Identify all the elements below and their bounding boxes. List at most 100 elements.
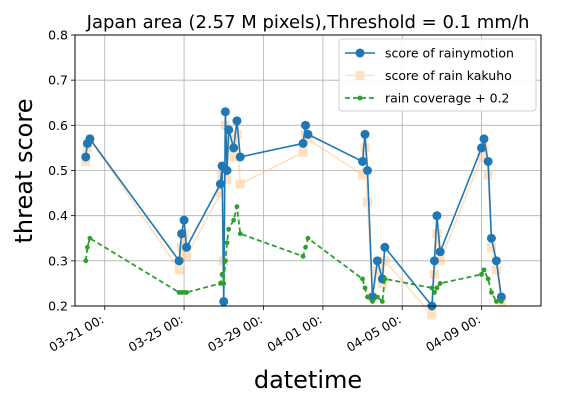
data-point — [303, 134, 313, 144]
data-point — [375, 294, 380, 300]
data-point — [382, 276, 388, 282]
data-point — [486, 233, 496, 243]
data-point — [303, 244, 308, 250]
y-tick-label: 0.6 — [48, 118, 68, 133]
data-point — [362, 166, 372, 175]
y-tick-label: 0.8 — [48, 28, 68, 43]
data-point — [220, 107, 230, 117]
data-point — [179, 215, 189, 225]
y-axis-ticks: 0.2 0.3 0.4 0.5 0.6 0.7 0.8 — [48, 28, 75, 314]
data-point — [174, 265, 184, 275]
data-point — [481, 267, 487, 273]
data-point — [83, 258, 89, 264]
data-point — [177, 242, 187, 252]
y-tick-label: 0.5 — [48, 163, 68, 178]
data-point — [477, 152, 487, 162]
legend-swatch — [345, 95, 375, 101]
data-point — [362, 197, 372, 207]
data-point — [358, 156, 368, 166]
legend-swatch-marker — [357, 95, 363, 101]
series-layer — [81, 107, 506, 320]
y-tick-label: 0.7 — [48, 73, 68, 88]
data-point — [372, 256, 382, 266]
data-point — [432, 211, 442, 221]
data-point — [485, 276, 491, 282]
data-point — [372, 265, 382, 275]
data-point — [229, 152, 239, 162]
data-point — [235, 179, 245, 189]
data-point — [234, 204, 240, 210]
data-point — [215, 188, 225, 198]
x-axis-ticks: 03-21 00: 03-25 00: 03-29 00: 04-01 00: 04-0… — [46, 306, 483, 355]
data-point — [434, 285, 440, 291]
legend-label: score of rain kakuho — [385, 68, 512, 83]
chart-title: Japan area (2.57 M pixels),Threshold = 0… — [86, 12, 530, 33]
series-line — [84, 206, 502, 304]
data-point — [177, 229, 187, 239]
legend: score of rainymotion score of rain kakuho… — [338, 38, 537, 112]
data-point — [432, 229, 442, 239]
data-point — [435, 256, 445, 266]
legend-label: rain coverage + 0.2 — [385, 91, 510, 106]
data-point — [231, 217, 237, 223]
data-point — [232, 129, 242, 139]
data-point — [81, 152, 91, 162]
data-point — [305, 235, 311, 241]
data-point — [84, 244, 90, 250]
data-point — [298, 138, 308, 148]
data-point — [477, 143, 487, 153]
data-point — [491, 265, 501, 275]
y-tick-label: 0.2 — [48, 299, 68, 314]
data-point — [303, 129, 313, 139]
data-point — [215, 179, 225, 189]
x-axis-label: datetime — [254, 366, 362, 394]
data-point — [380, 256, 390, 266]
legend-swatch — [345, 71, 375, 80]
data-point — [360, 129, 370, 139]
legend-swatch-marker — [355, 71, 365, 80]
data-point — [224, 125, 234, 135]
data-point — [300, 253, 306, 259]
data-point — [182, 251, 192, 261]
data-point — [222, 166, 232, 175]
data-point — [218, 281, 223, 286]
data-point — [232, 116, 242, 126]
data-point — [486, 242, 496, 252]
data-point — [362, 285, 368, 291]
data-point — [479, 271, 484, 277]
data-point — [219, 271, 225, 277]
data-point — [360, 143, 370, 153]
data-point — [360, 276, 365, 282]
data-point — [479, 134, 489, 144]
data-point — [222, 175, 232, 185]
data-point — [491, 256, 501, 266]
data-point — [298, 147, 308, 157]
data-point — [174, 256, 184, 266]
data-point — [496, 292, 506, 302]
data-point — [229, 143, 239, 153]
data-point — [221, 281, 227, 286]
data-point — [370, 299, 375, 304]
x-tick-label: 04-01 00: — [265, 312, 325, 355]
data-point — [219, 296, 229, 306]
data-point — [365, 294, 370, 300]
data-point — [81, 156, 91, 166]
x-tick-label: 03-29 00: — [205, 312, 265, 355]
data-point — [483, 156, 493, 166]
data-point — [226, 226, 232, 232]
data-point — [184, 290, 189, 295]
data-point — [380, 242, 390, 252]
y-axis-label: threat score — [10, 99, 38, 244]
data-point — [429, 256, 439, 266]
data-point — [493, 299, 499, 304]
series-3 — [83, 204, 504, 304]
data-point — [235, 152, 245, 162]
data-point — [85, 134, 95, 144]
y-tick-label: 0.4 — [48, 208, 68, 223]
data-point — [429, 285, 435, 291]
data-point — [87, 235, 93, 241]
grid-lines — [75, 34, 541, 307]
data-point — [358, 170, 368, 180]
data-point — [301, 120, 311, 130]
legend-box — [338, 38, 537, 112]
